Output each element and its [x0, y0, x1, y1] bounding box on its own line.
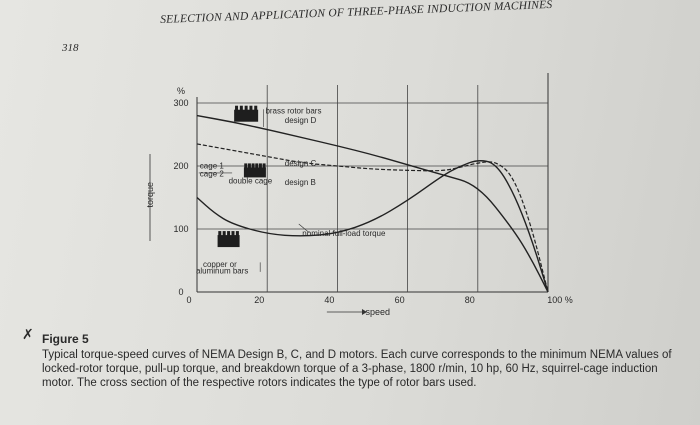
rotor-brass-bars-icon-tooth	[254, 105, 258, 112]
rotor-double-cage-icon-tooth	[255, 163, 259, 170]
annotation-cage-1: cage 1	[200, 162, 225, 171]
rotor-double-cage-icon-tooth	[262, 163, 266, 170]
rotor-copper-bars-icon-tooth	[222, 231, 226, 238]
x-tick-label: 80	[465, 295, 475, 305]
label-design-d: design D	[285, 116, 317, 125]
y-tick-label: 200	[173, 161, 188, 171]
leader-line	[298, 223, 310, 234]
rotor-double-cage-icon-tooth	[251, 163, 255, 170]
x-axis-label: speed	[365, 307, 390, 317]
annotation-brass-rotor-bars: brass rotor bars	[265, 107, 321, 116]
rotor-copper-bars-icon-body	[217, 235, 240, 248]
x-tick-label: 60	[395, 295, 405, 305]
rotor-copper-bars-icon-tooth	[231, 231, 235, 238]
curve-design-b	[196, 160, 549, 293]
x-tick-label: 100 %	[547, 295, 573, 305]
rotor-icons	[217, 105, 266, 248]
figure-chart: 0 100 200 300% 0 20 40 60 80 100 % speed torque bra…	[145, 73, 573, 317]
x-tick-label: 0	[186, 295, 191, 305]
annotation-double-cage: double cage	[229, 177, 273, 186]
curve-design-d	[196, 114, 549, 293]
rotor-double-cage-icon-tooth	[258, 163, 262, 170]
x-tick-label: 20	[254, 295, 264, 305]
rotor-double-cage-icon	[243, 163, 266, 178]
rotor-double-cage-icon-tooth	[244, 163, 248, 170]
rotor-double-cage-icon-tooth	[247, 163, 251, 170]
rotor-brass-bars-icon-tooth	[244, 105, 248, 112]
hand-mark-icon: ✗	[22, 326, 34, 342]
rotor-copper-bars-icon-tooth	[235, 231, 239, 238]
y-tick-label: 100	[173, 224, 188, 234]
rotor-copper-bars-icon-tooth	[227, 231, 231, 238]
arrow-right-icon	[361, 309, 367, 315]
plot-frame	[196, 73, 549, 293]
annotation-cage-2: cage 2	[200, 170, 225, 179]
rotor-double-cage-icon-body	[243, 167, 266, 178]
y-tick-label: 0	[178, 287, 183, 297]
x-tick-label: 40	[324, 295, 334, 305]
figure-caption: Typical torque-speed curves of NEMA Desi…	[42, 349, 672, 389]
rotor-brass-bars-icon-tooth	[249, 105, 253, 112]
curves	[196, 114, 549, 293]
curve-design-c	[196, 143, 549, 293]
annotation-copper-or: copper or	[203, 260, 237, 269]
label-design-c: design C	[285, 159, 317, 168]
label-design-b: design B	[285, 178, 316, 187]
y-unit-label: %	[177, 86, 185, 96]
rotor-copper-bars-icon-tooth	[218, 231, 222, 238]
annotation-nominal-full-load-torque: nominal full-load torque	[302, 229, 386, 238]
rotor-brass-bars-icon	[234, 105, 259, 122]
rotor-brass-bars-icon-body	[234, 109, 259, 122]
rotor-brass-bars-icon-tooth	[239, 105, 243, 112]
annotation-aluminum-bars: aluminum bars	[196, 267, 248, 276]
y-tick-label: 300	[173, 98, 188, 108]
rotor-copper-bars-icon	[217, 231, 240, 248]
page-number: 318	[62, 42, 79, 54]
figure-label: Figure 5	[42, 332, 89, 346]
rotor-brass-bars-icon-tooth	[235, 105, 239, 112]
